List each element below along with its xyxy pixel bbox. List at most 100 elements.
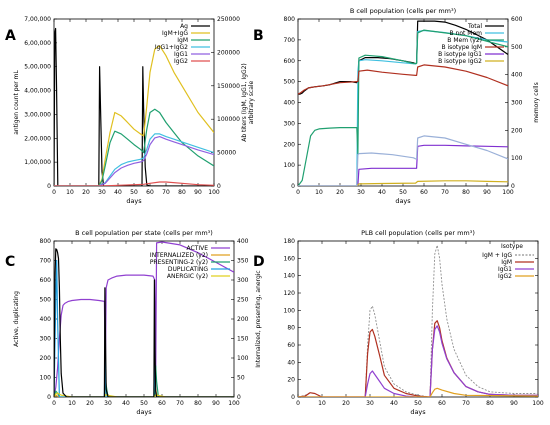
y2-axis-label: Ab titers (IgM, IgG1, IgG2) bbox=[241, 63, 248, 142]
x-tick-label: 50 bbox=[140, 400, 148, 407]
x-tick-label: 60 bbox=[438, 400, 446, 407]
y2-axis-label: Internalized, presenting, anergic bbox=[255, 270, 262, 367]
y2-tick-label: 400 bbox=[511, 72, 523, 79]
y-tick-label: 100 bbox=[40, 375, 52, 382]
plot-area bbox=[298, 20, 508, 186]
y-tick-label: 7,00,000 bbox=[24, 16, 51, 23]
legend-entry-label: IgG1+IgG2 bbox=[155, 44, 188, 51]
x-tick-label: 60 bbox=[420, 189, 428, 196]
series-line-igg2 bbox=[298, 387, 538, 397]
y2-tick-label: 150 bbox=[237, 336, 249, 343]
x-tick-label: 20 bbox=[86, 400, 94, 407]
x-tick-label: 30 bbox=[98, 189, 106, 196]
y2-tick-label: 350 bbox=[237, 258, 249, 265]
x-tick-label: 80 bbox=[178, 189, 186, 196]
y-tick-label: 2,00,000 bbox=[24, 135, 51, 142]
x-tick-label: 10 bbox=[318, 400, 326, 407]
panel-title: B cell population (cells per mm³) bbox=[350, 7, 456, 15]
series-line-unlabeled bbox=[298, 135, 508, 186]
y-tick-label: 700 bbox=[284, 37, 296, 44]
y2-tick-label: 300 bbox=[237, 277, 249, 284]
legend-entry-label: ACTIVE bbox=[186, 245, 208, 252]
plot-area bbox=[54, 27, 214, 186]
x-tick-label: 20 bbox=[342, 400, 350, 407]
panel-title: PLB cell population (cells per mm³) bbox=[361, 229, 475, 237]
y-tick-label: 400 bbox=[284, 100, 296, 107]
x-tick-label: 90 bbox=[483, 189, 491, 196]
y-tick-label: 500 bbox=[284, 79, 296, 86]
y2-tick-label: 150000 bbox=[217, 83, 240, 90]
y2-tick-label: 100 bbox=[237, 355, 249, 362]
x-tick-label: 40 bbox=[122, 400, 130, 407]
x-axis-label: days bbox=[126, 197, 142, 205]
x-tick-label: 10 bbox=[68, 400, 76, 407]
y-tick-label: 400 bbox=[40, 316, 52, 323]
y2-tick-label: 200 bbox=[237, 316, 249, 323]
y2-axis-label: arbitrary scale bbox=[248, 80, 255, 124]
y2-tick-label: 0 bbox=[217, 183, 221, 190]
y-tick-label: 300 bbox=[40, 336, 52, 343]
legend-entry-label: DUPLICATING bbox=[168, 266, 208, 273]
y-tick-label: 600 bbox=[40, 277, 52, 284]
plot-area bbox=[298, 244, 538, 397]
x-tick-label: 60 bbox=[146, 189, 154, 196]
legend-entry-label: IgG1 bbox=[498, 266, 512, 273]
legend-entry-label: Ag bbox=[180, 23, 188, 30]
x-tick-label: 80 bbox=[486, 400, 494, 407]
y2-tick-label: 0 bbox=[511, 183, 515, 190]
plot-area bbox=[54, 241, 234, 397]
y-tick-label: 800 bbox=[40, 238, 52, 245]
y-tick-label: 500 bbox=[40, 297, 52, 304]
x-tick-label: 100 bbox=[502, 189, 514, 196]
y-tick-label: 60 bbox=[287, 342, 295, 349]
legend-entry-label: IgM+IgG bbox=[162, 30, 188, 37]
y-tick-label: 20 bbox=[287, 377, 295, 384]
series-line-igm bbox=[298, 320, 538, 397]
x-tick-label: 60 bbox=[158, 400, 166, 407]
legend-entry-label: IgM bbox=[501, 259, 512, 266]
legend-entry-label: B not Mem bbox=[450, 30, 483, 37]
y-tick-label: 100 bbox=[284, 162, 296, 169]
series-line-igg1-igg2 bbox=[54, 133, 214, 186]
series-line-ag bbox=[54, 27, 214, 186]
series-line-b-isotype-igg2 bbox=[298, 180, 508, 186]
legend-entry-label: PRESENTING-2 (y2) bbox=[150, 259, 208, 266]
y-tick-label: 600 bbox=[284, 58, 296, 65]
panel-a: 0 10 20 30 40 50 60 70 80 90 10001,00,0002,00,0003… bbox=[5, 16, 255, 205]
series-line-presenting-2-y2- bbox=[54, 365, 234, 397]
series-line-b-isotype-igg1 bbox=[298, 144, 508, 186]
y-tick-label: 100 bbox=[284, 307, 296, 314]
series-line-igg1 bbox=[54, 136, 214, 186]
x-tick-label: 0 bbox=[296, 400, 300, 407]
y2-tick-label: 250000 bbox=[217, 16, 240, 23]
series-line-igm bbox=[54, 108, 214, 186]
y2-tick-label: 50 bbox=[237, 375, 245, 382]
x-tick-label: 40 bbox=[390, 400, 398, 407]
series-line-b-isotype-igm bbox=[298, 64, 508, 95]
y-tick-label: 3,00,000 bbox=[24, 111, 51, 118]
y2-tick-label: 0 bbox=[237, 394, 241, 401]
y-tick-label: 6,00,000 bbox=[24, 40, 51, 47]
series-line-duplicating bbox=[54, 259, 234, 397]
panel-letter: C bbox=[5, 254, 15, 270]
x-tick-label: 10 bbox=[66, 189, 74, 196]
legend-entry-label: B isotype IgG2 bbox=[438, 58, 482, 65]
x-tick-label: 40 bbox=[114, 189, 122, 196]
x-tick-label: 50 bbox=[130, 189, 138, 196]
legend-entry-label: IgM + IgG bbox=[482, 252, 512, 259]
series-line-igg2 bbox=[54, 181, 214, 186]
y-tick-label: 120 bbox=[284, 290, 296, 297]
y-tick-label: 1,00,000 bbox=[24, 159, 51, 166]
legend-title: Isotype bbox=[501, 243, 523, 250]
legend-entry-label: IgG2 bbox=[498, 273, 512, 280]
y2-tick-label: 100000 bbox=[217, 116, 240, 123]
x-axis-label: days bbox=[136, 408, 152, 416]
series-line-igg1 bbox=[298, 325, 538, 397]
x-tick-label: 20 bbox=[336, 189, 344, 196]
x-tick-label: 90 bbox=[194, 189, 202, 196]
y-tick-label: 0 bbox=[291, 394, 295, 401]
x-tick-label: 100 bbox=[228, 400, 240, 407]
legend-entry-label: IgG2 bbox=[174, 58, 188, 65]
x-tick-label: 30 bbox=[357, 189, 365, 196]
